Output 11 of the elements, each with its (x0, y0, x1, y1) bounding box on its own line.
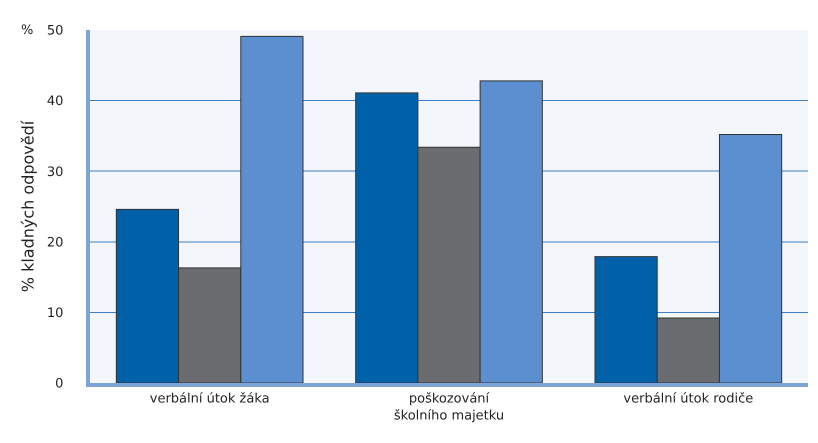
y-tick-label: 20 (46, 235, 64, 250)
y-tick-label: 30 (46, 164, 64, 180)
x-tick-label: verbální útok rodiče (623, 392, 754, 407)
y-axis-title: % kladných odpovědí (18, 120, 38, 292)
y-tick-label: 50 (46, 24, 64, 39)
x-tick-label: verbální útok žáka (150, 392, 270, 407)
y-tick-label: 40 (46, 94, 64, 110)
y-tick-label: 0 (55, 376, 64, 392)
x-tick-label: poškozování školního majetku (394, 392, 504, 424)
text: % (21, 23, 34, 38)
y-tick-label: 10 (46, 306, 64, 321)
